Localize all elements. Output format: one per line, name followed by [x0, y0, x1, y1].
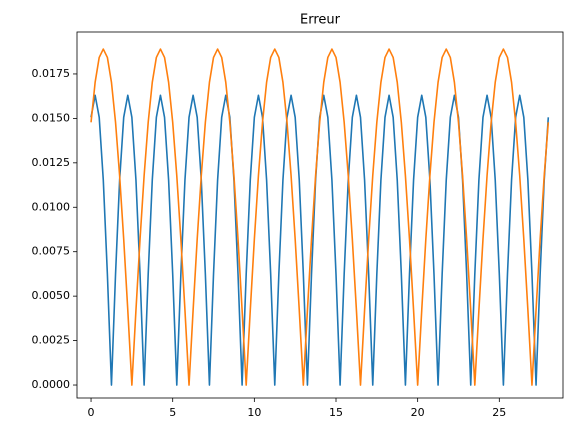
y-tick-label: 0.0125 — [32, 156, 71, 169]
y-tick-label: 0.0150 — [32, 111, 71, 124]
y-tick-label: 0.0175 — [32, 67, 71, 80]
plot-frame — [76, 31, 564, 399]
chart-title: Erreur — [300, 13, 341, 28]
x-tick-label: 25 — [492, 406, 506, 419]
y-tick-label: 0.0100 — [32, 200, 71, 213]
x-tick-label: 0 — [88, 406, 95, 419]
y-tick-label: 0.0000 — [32, 378, 71, 391]
series-line — [90, 48, 550, 386]
y-tick-label: 0.0075 — [32, 245, 71, 258]
x-tick-label: 20 — [411, 406, 425, 419]
x-tick-label: 10 — [247, 406, 261, 419]
x-tick-label: 15 — [329, 406, 343, 419]
y-tick-label: 0.0050 — [32, 289, 71, 302]
y-tick-label: 0.0025 — [32, 334, 71, 347]
x-tick-label: 5 — [169, 406, 176, 419]
